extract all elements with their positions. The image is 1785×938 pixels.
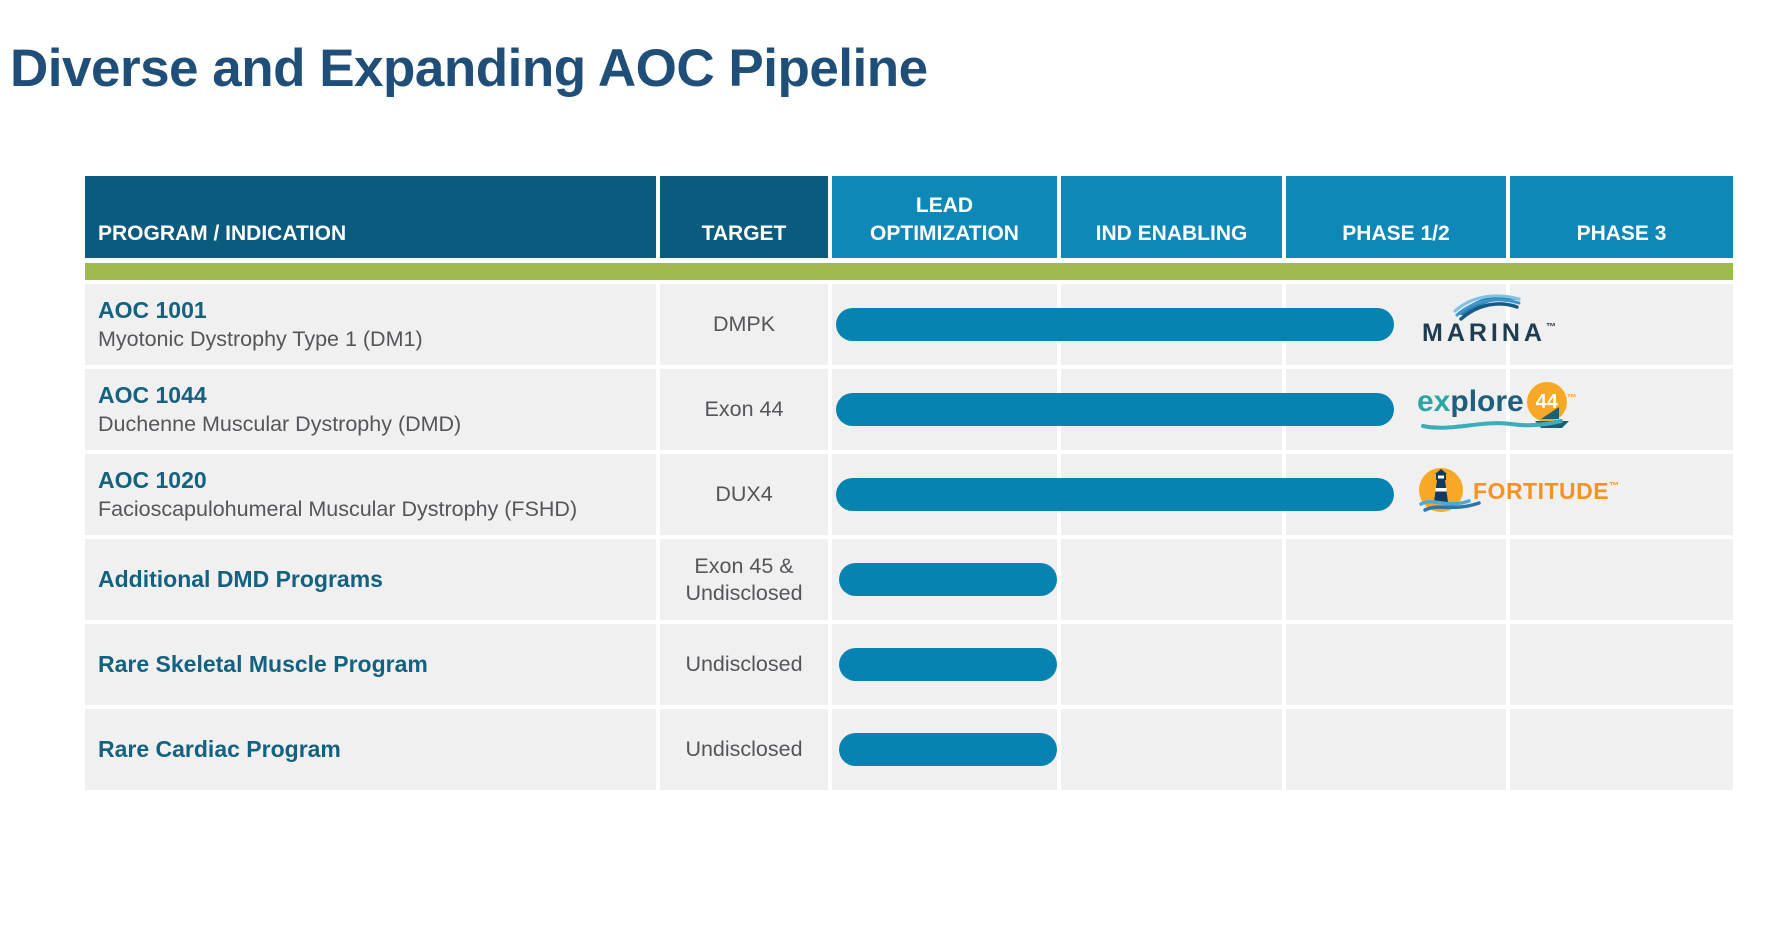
progress-bar: [839, 733, 1057, 766]
stage-cell-phase-3: [1510, 454, 1733, 535]
fortitude-logo: FORTITUDE™: [1419, 468, 1619, 514]
lighthouse-waves-icon: [1419, 469, 1481, 512]
progress-bar: [836, 393, 1394, 426]
program-name: AOC 1020: [98, 467, 207, 494]
trademark-symbol: ™: [1546, 322, 1556, 333]
slide-title: Diverse and Expanding AOC Pipeline: [10, 39, 928, 98]
program-name: Rare Skeletal Muscle Program: [98, 651, 428, 678]
table-row-rare-cardiac: Rare Cardiac Program Undisclosed: [85, 709, 1733, 790]
fortitude-wordmark: FORTITUDE™: [1473, 477, 1620, 504]
table-row-aoc-1020: AOC 1020 Facioscapulohumeral Muscular Dy…: [85, 454, 1733, 535]
target-cell: Undisclosed: [660, 624, 828, 705]
progress-bar: [836, 308, 1394, 341]
explore-wordmark-ex: ex: [1417, 385, 1451, 418]
stage-cell-phase-3: [1510, 709, 1733, 790]
table-row-aoc-1001: AOC 1001 Myotonic Dystrophy Type 1 (DM1)…: [85, 284, 1733, 365]
stage-cell-ind-enabling: [1061, 624, 1282, 705]
target-cell: DMPK: [660, 284, 828, 365]
progress-bar: [839, 648, 1057, 681]
stage-cell-ind-enabling: [1061, 709, 1282, 790]
wave-icon: [1453, 294, 1521, 321]
target-cell: Exon 44: [660, 369, 828, 450]
program-cell: AOC 1020 Facioscapulohumeral Muscular Dy…: [85, 454, 656, 535]
program-cell: Additional DMD Programs: [85, 539, 656, 620]
stage-cell-phase-1-2: [1286, 709, 1506, 790]
program-name: Rare Cardiac Program: [98, 736, 341, 763]
marina-wordmark: MARINA™: [1422, 319, 1556, 347]
program-cell: AOC 1044 Duchenne Muscular Dystrophy (DM…: [85, 369, 656, 450]
program-name: AOC 1001: [98, 297, 207, 324]
progress-bar: [836, 478, 1394, 511]
header-ind-enabling: IND ENABLING: [1061, 176, 1282, 258]
trademark-symbol: ™: [1566, 392, 1577, 404]
marina-logo: MARINA™: [1403, 289, 1575, 346]
explore44-sun-circle: 44: [1526, 382, 1569, 428]
target-cell: DUX4: [660, 454, 828, 535]
table-row-rare-skeletal: Rare Skeletal Muscle Program Undisclosed: [85, 624, 1733, 705]
progress-bar: [839, 563, 1057, 596]
program-indication: Facioscapulohumeral Muscular Dystrophy (…: [98, 497, 578, 522]
header-lead-optimization: LEAD OPTIMIZATION: [832, 176, 1057, 258]
table-header-row: PROGRAM / INDICATION TARGET LEAD OPTIMIZ…: [85, 176, 1733, 258]
header-program-indication: PROGRAM / INDICATION: [85, 176, 656, 258]
header-phase-1-2: PHASE 1/2: [1286, 176, 1506, 258]
stage-cell-phase-3: [1510, 624, 1733, 705]
header-target: TARGET: [660, 176, 828, 258]
lighthouse-icon: [1419, 468, 1481, 514]
program-name: AOC 1044: [98, 382, 207, 409]
trademark-symbol: ™: [1609, 480, 1620, 492]
stage-cell-phase-1-2: [1286, 539, 1506, 620]
stage-cell-phase-3: [1510, 539, 1733, 620]
explore-wordmark-plore: plore: [1450, 385, 1524, 418]
target-cell: Exon 45 & Undisclosed: [660, 539, 828, 620]
stage-cell-ind-enabling: [1061, 539, 1282, 620]
wave-underline-icon: [1421, 419, 1563, 430]
table-row-additional-dmd: Additional DMD Programs Exon 45 & Undisc…: [85, 539, 1733, 620]
explore44-logo: ex plore 44 ™: [1417, 382, 1597, 430]
stage-cell-phase-3: [1510, 284, 1733, 365]
header-phase-3: PHASE 3: [1510, 176, 1733, 258]
stage-cell-phase-1-2: [1286, 624, 1506, 705]
program-cell: Rare Cardiac Program: [85, 709, 656, 790]
program-name: Additional DMD Programs: [98, 566, 383, 593]
program-cell: AOC 1001 Myotonic Dystrophy Type 1 (DM1): [85, 284, 656, 365]
program-cell: Rare Skeletal Muscle Program: [85, 624, 656, 705]
table-row-aoc-1044: AOC 1044 Duchenne Muscular Dystrophy (DM…: [85, 369, 1733, 450]
target-cell: Undisclosed: [660, 709, 828, 790]
pipeline-table: PROGRAM / INDICATION TARGET LEAD OPTIMIZ…: [85, 176, 1733, 790]
program-indication: Duchenne Muscular Dystrophy (DMD): [98, 412, 462, 437]
green-accent-bar: [85, 263, 1733, 280]
program-indication: Myotonic Dystrophy Type 1 (DM1): [98, 327, 423, 352]
